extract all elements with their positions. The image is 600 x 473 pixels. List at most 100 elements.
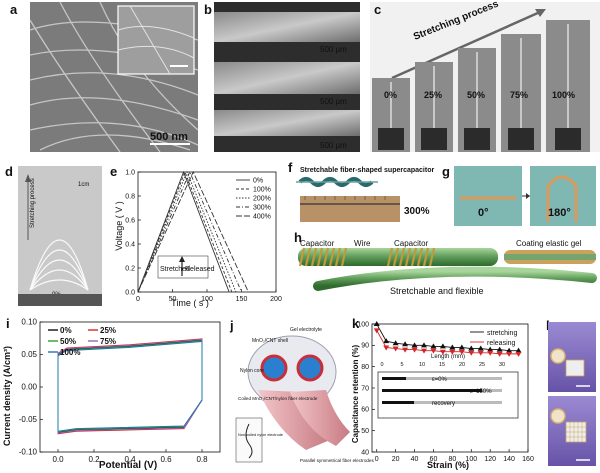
inset-xlabel-k: Length (mm) (431, 354, 465, 360)
stretch-arrow-label-d: Stretching process (30, 178, 36, 228)
panel-label-a: a (10, 2, 18, 17)
retention-marker-0 (430, 343, 437, 349)
retention-marker-0 (468, 345, 475, 351)
coil-h (298, 247, 436, 267)
legend-label-i-1: 25% (100, 326, 116, 335)
panel-label-h: h (294, 230, 302, 245)
inset-label-eps150: ε=150% (470, 389, 492, 395)
y-tick-label: 0.10 (21, 318, 37, 327)
x-tick-label: 200 (270, 296, 282, 303)
coil-f (296, 177, 378, 187)
x-tick-label: 20 (392, 456, 400, 463)
legend-label-e-4: 400% (253, 214, 271, 221)
coiled-electrode-1 (258, 390, 330, 450)
x-tick-label: 0.0 (52, 455, 64, 464)
legend-label-e-1: 100% (253, 187, 271, 194)
coiled-electrode-2 (290, 390, 350, 446)
retention-marker-1 (506, 351, 513, 357)
capacitor-left: Capacitor (300, 239, 335, 248)
parallel-label: Parallel symmetrical fiber electrodes (300, 458, 374, 463)
retention-marker-0 (496, 346, 503, 352)
series-line-e-4 (137, 170, 249, 293)
panel-b: 500 µm 500 µm 500 µm b (204, 2, 360, 152)
retention-marker-1 (477, 350, 484, 356)
retention-marker-0 (506, 347, 513, 353)
retention-marker-1 (496, 351, 503, 357)
fiber-arcs (29, 239, 89, 291)
strain-50: 50% (467, 90, 485, 100)
scale-label-b3: 500 µm (320, 141, 347, 150)
legend-label-k-1: releasing (487, 340, 516, 347)
retention-marker-1 (487, 350, 494, 356)
y-tick-label: 0.00 (21, 383, 37, 392)
fiber-strip-3 (214, 110, 360, 136)
chart-i: i 0.0 0.2 0.4 0.6 0.8-0.10-0.050.000.050.10 … (2, 316, 221, 471)
retention-marker-1 (402, 347, 409, 353)
legend-label-k-0: stretching (487, 330, 517, 337)
core-label: Nylon core (240, 368, 264, 374)
inset-bar-bg-1 (482, 389, 502, 392)
caption-h: Stretchable and flexible (390, 286, 484, 296)
x-tick-label: 120 (484, 456, 496, 463)
panel-f: Stretchable fiber-shaped supercapacitor … (288, 160, 440, 226)
panel-label-g: g (442, 164, 450, 179)
retention-marker-0 (515, 347, 522, 353)
retention-marker-1 (458, 349, 465, 355)
retention-line-1 (376, 330, 519, 355)
electrode-cross-section-1 (260, 354, 288, 382)
retention-marker-1 (411, 347, 418, 353)
y-tick-label: 70 (361, 385, 369, 392)
x-tick-label: 140 (503, 456, 515, 463)
panel-a: 500 nm a (10, 1, 199, 153)
angle-left: 0° (478, 207, 489, 219)
retention-marker-1 (439, 349, 446, 355)
panel-label-j: j (229, 318, 234, 333)
legend-label-i-3: 75% (100, 337, 116, 346)
strain-100: 100% (552, 90, 575, 100)
stretch-photos (372, 20, 590, 152)
title-f: Stretchable fiber-shaped supercapacitor (300, 167, 434, 174)
x-tick-label: 40 (411, 456, 419, 463)
retention-marker-1 (421, 348, 427, 354)
x-tick-label: 60 (430, 456, 438, 463)
x-tick-label: 0.2 (88, 455, 100, 464)
fiber-strip-1 (214, 12, 360, 42)
legend-label-e-2: 200% (253, 196, 271, 203)
series-line-e-1 (137, 170, 233, 293)
coating-label: Coating elastic gel (516, 239, 582, 248)
legend-label-i-2: 50% (60, 337, 76, 346)
inset-bar-0 (382, 377, 406, 380)
y-tick-label: -0.10 (19, 448, 38, 457)
retention-marker-1 (430, 348, 437, 354)
inset-label-eps0: ε=0% (432, 377, 448, 383)
panel-h: h Capacitor Wire Capacitor Coating elast… (294, 230, 597, 296)
retention-marker-0 (411, 342, 418, 348)
capacitor-right: Capacitor (394, 239, 429, 248)
panel-label-e: e (110, 164, 117, 179)
stretch-arrow-head (535, 9, 546, 17)
fiber-strip-2 (214, 62, 360, 94)
strain-25: 25% (424, 90, 442, 100)
inset-tick-label: 20 (459, 362, 465, 368)
x-tick-label: 80 (448, 456, 456, 463)
y-tick-label: 80 (361, 364, 369, 371)
retention-marker-0 (477, 345, 484, 351)
x-axis-label-i: Potential (V) (99, 460, 157, 471)
y-tick-label: 1.0 (125, 169, 135, 176)
strain-0: 0% (384, 90, 397, 100)
sem-inset (117, 5, 195, 75)
x-tick-label: 0.8 (196, 455, 208, 464)
legend-label-i-0: 0% (60, 326, 72, 335)
photo-0deg (454, 166, 522, 226)
inset-tick-label: 0 (380, 362, 383, 368)
scale-label-a: 500 nm (150, 131, 188, 143)
inset-label-recovery: recovery (432, 401, 455, 407)
legend-label-e-0: 0% (253, 178, 263, 185)
inset-tick-label: 30 (499, 362, 505, 368)
retention-marker-0 (487, 346, 494, 352)
retention-marker-0 (402, 341, 409, 347)
x-tick-label: 150 (236, 296, 248, 303)
panel-label-k: k (352, 316, 360, 331)
